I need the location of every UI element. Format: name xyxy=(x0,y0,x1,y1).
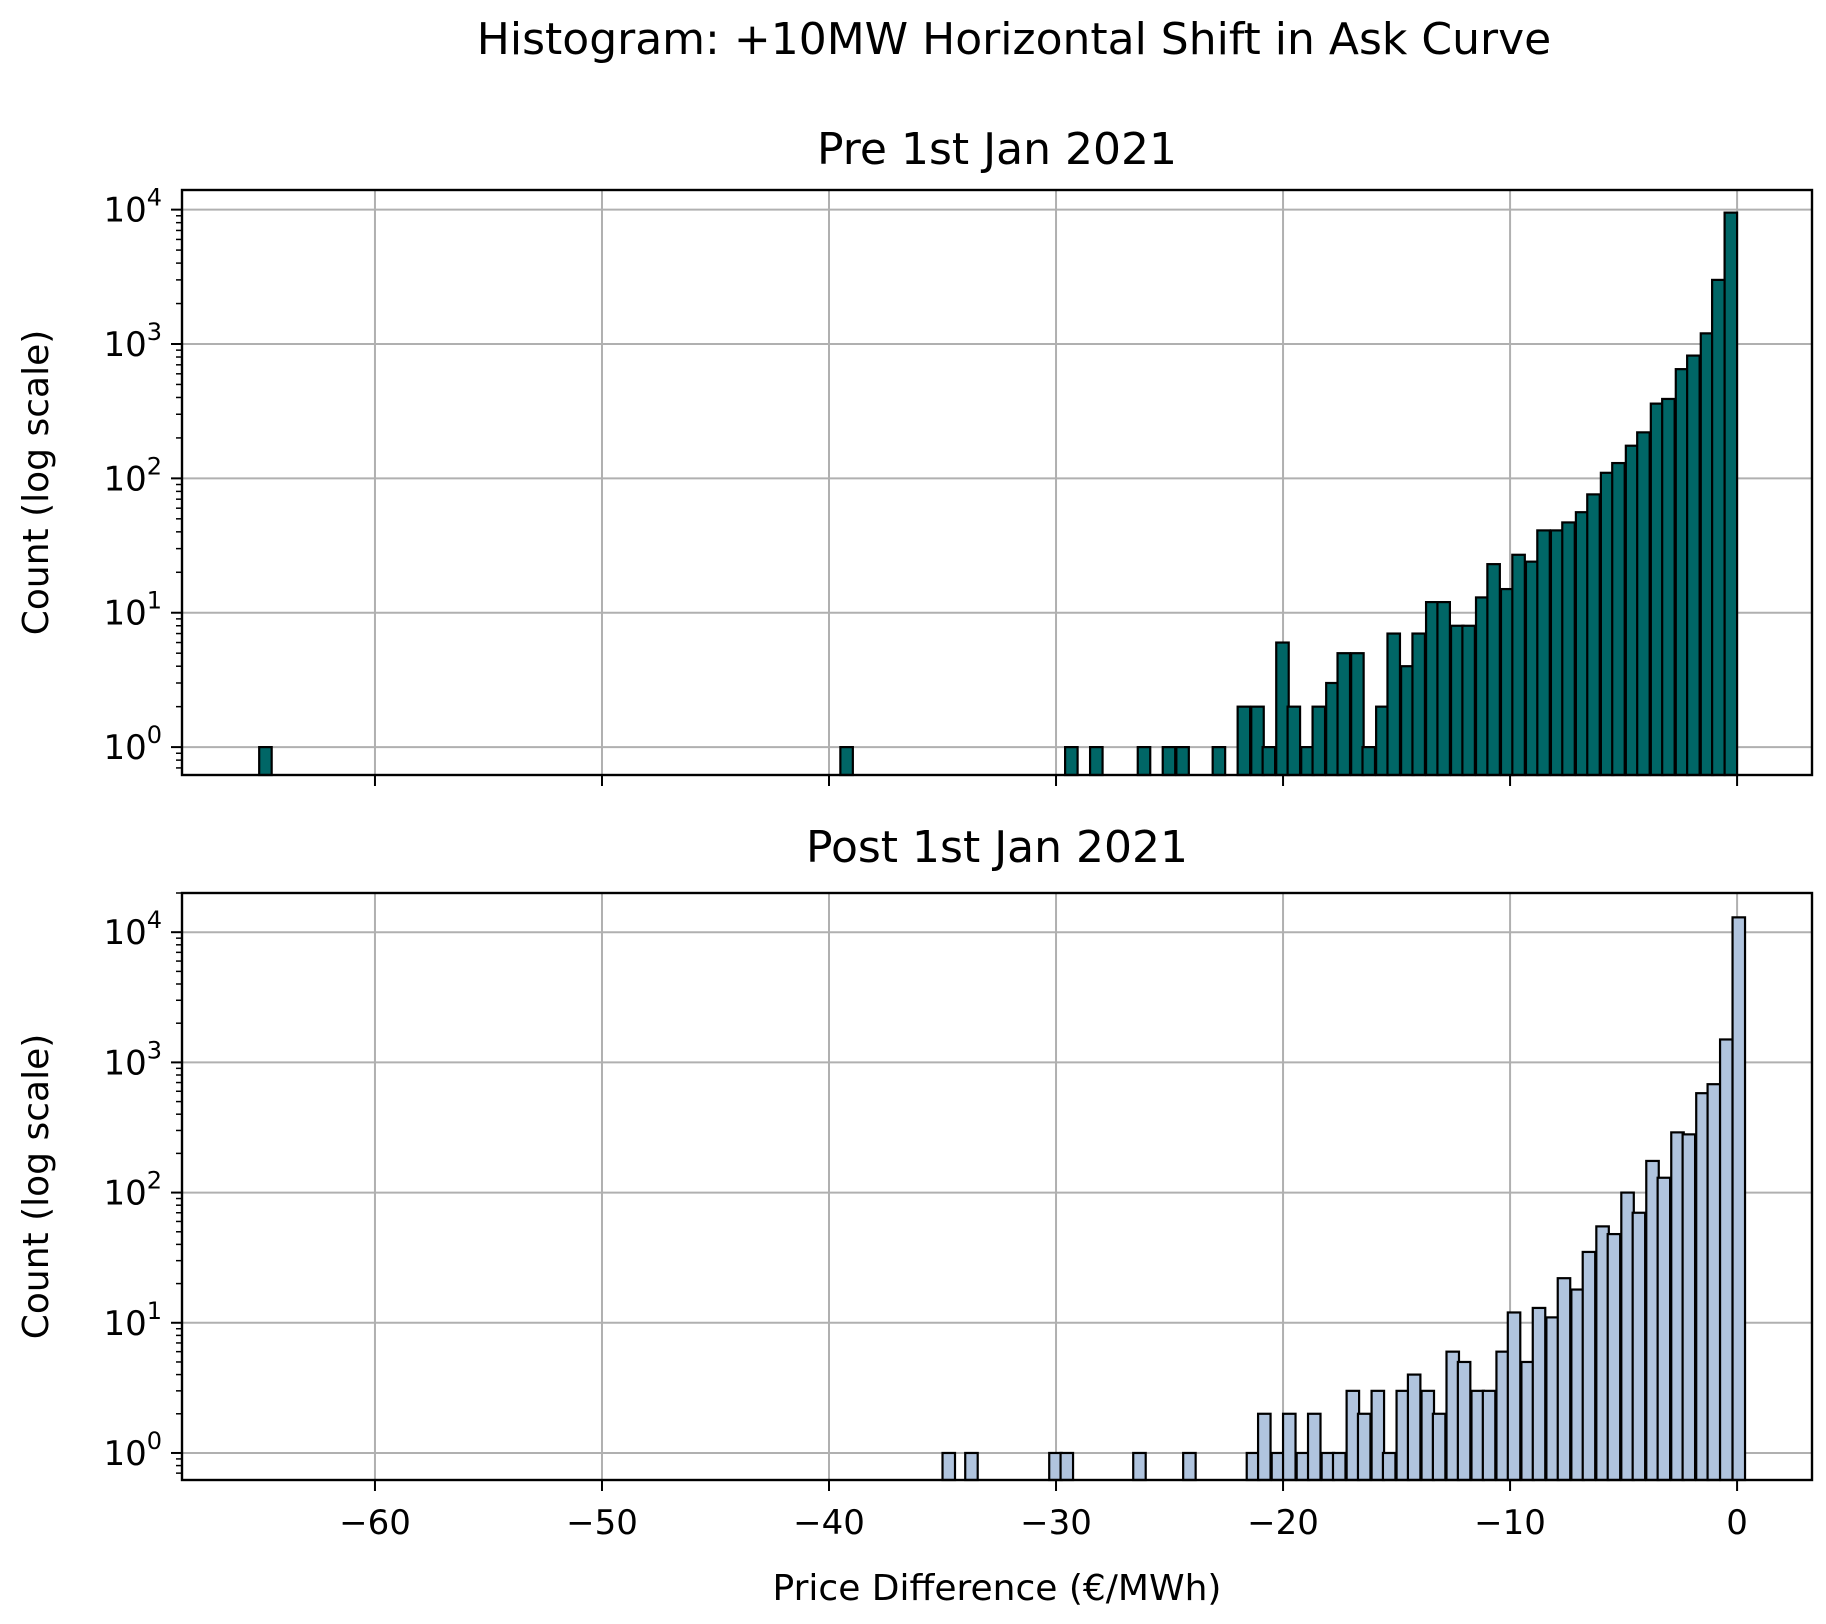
bar-post-33 xyxy=(1581,1250,1597,1482)
subplot-title-post: Post 1st Jan 2021 xyxy=(806,822,1188,873)
bar-pre-20 xyxy=(1386,632,1402,777)
bar-pre-38 xyxy=(1611,461,1626,777)
bar-post-9 xyxy=(1281,1412,1297,1482)
bar-post-37 xyxy=(1631,1211,1647,1482)
bar-pre-44 xyxy=(1686,354,1701,777)
y-tick-label-pre-4: 104 xyxy=(103,184,162,231)
panel-pre: Pre 1st Jan 2021 100 101 102 103 104 Count (lo… xyxy=(16,124,1814,786)
y-axis-label-pre: Count (log scale) xyxy=(16,330,57,636)
bar-pre-32 xyxy=(1536,529,1551,777)
bar-post-21 xyxy=(1431,1412,1447,1482)
bar-post-45 xyxy=(1731,916,1747,1482)
bar-pre-5 xyxy=(1161,746,1177,777)
bar-post-4 xyxy=(1132,1451,1147,1482)
bar-pre-7 xyxy=(1211,746,1227,777)
bar-pre-12 xyxy=(1286,705,1302,777)
y-axis-label-post: Count (log scale) xyxy=(16,1034,57,1340)
y-tick-label-pre-1: 101 xyxy=(103,587,162,634)
panel-post: Post 1st Jan 2021 −60 −50 −40 −30 −20 −10 0 100 1… xyxy=(16,822,1814,1609)
bar-pre-10 xyxy=(1261,746,1277,777)
bar-post-39 xyxy=(1656,1176,1672,1482)
bar-pre-16 xyxy=(1336,652,1352,777)
bar-post-44 xyxy=(1718,1038,1734,1482)
y-tick-label-pre-2: 102 xyxy=(103,452,162,499)
x-tick-label-post-3: −30 xyxy=(1020,1503,1092,1543)
bar-pre-26 xyxy=(1461,624,1476,777)
bar-pre-2 xyxy=(1064,746,1079,777)
axes-frame-pre xyxy=(180,188,1814,777)
x-tick-label-post-5: −10 xyxy=(1474,1503,1546,1543)
bar-pre-36 xyxy=(1586,493,1601,777)
bar-pre-46 xyxy=(1711,278,1726,777)
y-tick-label-post-1: 101 xyxy=(103,1297,162,1344)
bar-post-3 xyxy=(1059,1451,1075,1482)
y-minor-ticks-post xyxy=(176,892,182,1474)
bar-post-13 xyxy=(1331,1451,1347,1482)
bar-post-27 xyxy=(1506,1311,1522,1482)
y-tick-label-post-2: 102 xyxy=(103,1167,162,1214)
bars-post xyxy=(941,916,1747,1482)
bar-post-25 xyxy=(1481,1389,1497,1482)
bars-pre xyxy=(258,211,1739,777)
bar-pre-22 xyxy=(1411,632,1427,777)
axes-frame-post xyxy=(180,891,1814,1482)
subplot-title-pre: Pre 1st Jan 2021 xyxy=(817,124,1177,175)
bar-post-5 xyxy=(1182,1451,1197,1482)
bar-post-43 xyxy=(1706,1083,1722,1482)
x-tick-label-post-4: −20 xyxy=(1247,1503,1319,1543)
bar-pre-8 xyxy=(1236,705,1252,777)
bar-post-41 xyxy=(1681,1133,1697,1482)
bar-post-19 xyxy=(1406,1373,1422,1482)
bar-post-1 xyxy=(964,1451,979,1482)
bar-pre-1 xyxy=(839,746,854,777)
bar-pre-40 xyxy=(1636,431,1651,777)
bar-pre-34 xyxy=(1561,521,1576,777)
bar-post-11 xyxy=(1306,1412,1322,1482)
x-axis-label: Price Difference (€/MWh) xyxy=(773,1568,1222,1609)
x-tick-label-post-6: 0 xyxy=(1726,1503,1748,1543)
bar-pre-24 xyxy=(1436,600,1452,777)
bar-pre-14 xyxy=(1311,705,1327,777)
y-tick-label-post-0: 100 xyxy=(103,1427,162,1474)
bar-pre-4 xyxy=(1136,746,1152,777)
bar-pre-0 xyxy=(258,746,273,777)
bar-post-23 xyxy=(1456,1360,1472,1482)
bar-post-15 xyxy=(1356,1412,1372,1482)
bar-pre-3 xyxy=(1088,746,1104,777)
x-tick-label-post-1: −50 xyxy=(566,1503,638,1543)
x-tick-label-post-0: −60 xyxy=(339,1503,411,1543)
bar-post-0 xyxy=(941,1451,957,1482)
bar-post-35 xyxy=(1606,1232,1622,1482)
y-minor-ticks-pre xyxy=(176,215,182,769)
bar-pre-28 xyxy=(1486,563,1501,777)
bar-post-17 xyxy=(1381,1451,1397,1482)
y-tick-label-pre-3: 103 xyxy=(103,318,162,365)
bar-pre-6 xyxy=(1175,746,1190,777)
figure-suptitle: Histogram: +10MW Horizontal Shift in Ask… xyxy=(477,14,1551,65)
bar-pre-18 xyxy=(1361,746,1377,777)
bar-pre-30 xyxy=(1511,553,1526,777)
y-tick-label-post-3: 103 xyxy=(103,1036,162,1083)
y-tick-label-pre-0: 100 xyxy=(103,721,162,768)
y-tick-label-post-4: 104 xyxy=(103,906,162,953)
bar-pre-47 xyxy=(1723,211,1739,777)
bar-post-29 xyxy=(1531,1306,1547,1482)
x-tick-label-post-2: −40 xyxy=(793,1503,865,1543)
bar-pre-42 xyxy=(1661,397,1676,777)
bar-post-7 xyxy=(1256,1412,1272,1482)
bar-post-31 xyxy=(1556,1277,1572,1482)
